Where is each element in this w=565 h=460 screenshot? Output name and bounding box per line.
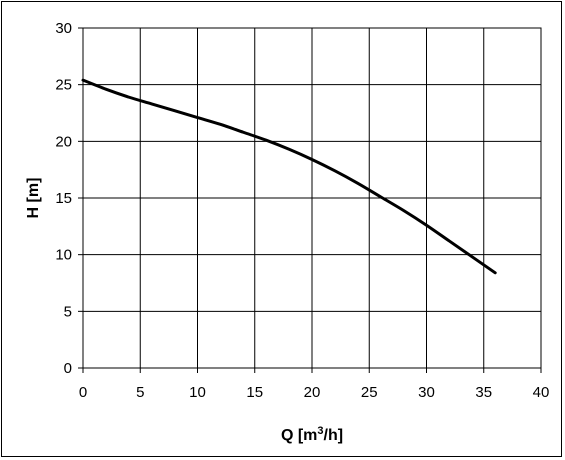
grid: [78, 27, 542, 373]
x-tick-label: 0: [79, 384, 87, 401]
x-axis-label: Q [m3/h]: [281, 425, 343, 444]
y-axis-label: H [m]: [25, 178, 42, 219]
x-tick-label: 30: [418, 384, 435, 401]
y-tick-label: 0: [64, 360, 72, 377]
y-tick-label: 15: [55, 190, 72, 207]
x-tick-label: 20: [304, 384, 321, 401]
tick-labels: 0 5 10 15 20 25 30 35 40 0 5 10 15 20 25 30: [55, 20, 549, 401]
y-tick-label: 30: [55, 20, 72, 37]
y-tick-label: 10: [55, 247, 72, 264]
x-tick-label: 40: [533, 384, 550, 401]
x-tick-label: 15: [246, 384, 263, 401]
x-tick-label: 25: [361, 384, 378, 401]
plot-area-border: [82, 27, 542, 369]
series: [81, 78, 497, 275]
x-tick-label: 5: [136, 384, 144, 401]
x-tick-label: 10: [189, 384, 206, 401]
series-line: [81, 78, 497, 275]
x-tick-label: 35: [475, 384, 492, 401]
y-tick-label: 25: [55, 77, 72, 94]
y-tick-label: 5: [64, 303, 72, 320]
y-tick-label: 20: [55, 133, 72, 150]
